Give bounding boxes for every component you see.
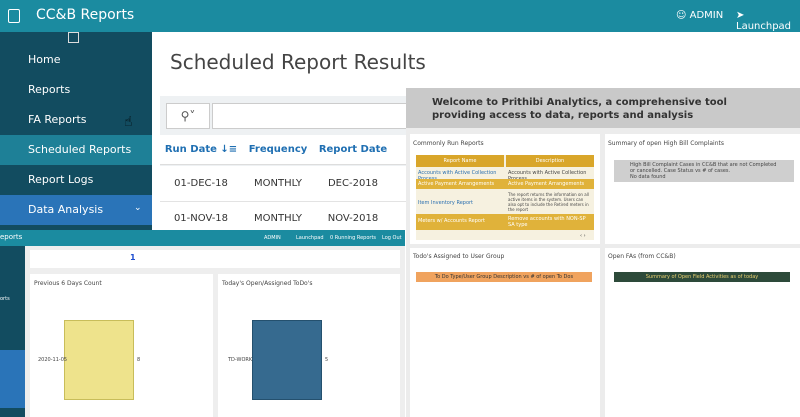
app-title: CC&B Reports [36,7,135,23]
cell: DEC-2018 [327,178,379,189]
search-button[interactable]: ⚲˅ [166,103,210,129]
report-link[interactable]: Meters w/ Accounts Report [418,218,485,224]
count-box [30,250,400,268]
top-link[interactable]: Log Out [382,235,402,241]
cell: MONTHLY [254,178,302,189]
top-link[interactable]: ADMIN [264,235,281,241]
bar-label: TD-WORK [228,357,253,363]
info-box: High Bill Complaint Cases in CC&B that a… [614,160,794,182]
row-divider [160,201,410,202]
panel-title: Today's Open/Assigned ToDo's [222,280,313,287]
bar [64,320,134,400]
cell: MONTHLY [254,213,302,224]
panel-title: Todo's Assigned to User Group [413,253,505,260]
panel-title: Summary of open High Bill Complaints [608,140,725,147]
table-header [160,135,410,165]
nav-item[interactable]: Report Logs [28,173,94,186]
info-text: High Bill Complaint Cases in CC&B that a… [630,162,777,174]
pager[interactable]: ‹ › [580,233,586,239]
cell: 01-NOV-18 [173,213,229,224]
collapse-toggle[interactable] [68,32,79,43]
bar [252,320,322,400]
menu-icon[interactable] [8,9,20,23]
column-label: Run Date [164,144,217,155]
nav-item[interactable]: Reports [28,83,71,96]
cell: Active Payment Arrangements [508,181,585,187]
cell: The report returns the information on al… [508,192,589,212]
count: 1 [130,253,136,262]
cursor: ☝ [124,114,133,130]
cell: Remove accounts with NON-SP SA type [508,216,586,228]
nav-item[interactable]: Home [28,53,61,66]
top-link[interactable]: Launchpad [296,235,324,241]
user: ADMIN [689,10,724,21]
chevron: ⌄ [134,203,142,213]
search-input[interactable] [212,103,410,129]
report-link[interactable]: Item Inventory Report [418,200,474,206]
sidebar-submenu [0,350,25,408]
dashboard-brand: eports [0,233,23,241]
dashboard-top-bar [0,230,405,246]
panel-title: Commonly Run Reports [413,140,484,147]
column-header[interactable]: Report Date [318,144,388,155]
panel-title: Open FAs (from CC&B) [608,253,676,260]
report-link[interactable]: Active Payment Arrangements [418,181,495,187]
bar-label: 2020-11-05 [38,357,68,363]
row-highlight [416,179,594,189]
bar-value: 5 [325,357,329,363]
cell: 01-DEC-18 [174,178,228,189]
nav-item-active[interactable]: Scheduled Reports [0,135,152,165]
user-link[interactable]: ☺ ADMIN [676,10,724,21]
chart-header: Summary of Open Field Activities as of t… [614,272,790,282]
column-header[interactable]: Run Date ↓≡ [164,144,238,155]
empty-text: No data found [630,174,666,180]
launchpad-link[interactable]: ➤ Launchpad [736,10,792,32]
cell: NOV-2018 [327,213,379,224]
welcome-text: Welcome to Prithibi Analytics, a compreh… [432,97,727,121]
th: Description [506,155,594,167]
row-highlight [416,214,594,230]
welcome-band [406,88,800,128]
panel [605,134,800,244]
page-title: Scheduled Report Results [170,50,426,74]
nav-item-expanded[interactable]: Data Analysis [0,195,152,225]
panel-title: Previous 6 Days Count [34,280,102,287]
chart-header: To Do Type/User Group Description vs # o… [416,272,592,282]
th: Report Name [416,155,504,167]
sidebar-item[interactable]: orts [0,296,10,302]
column-header[interactable]: Frequency [248,144,308,155]
top-bar [0,0,800,32]
bar-value: 8 [137,357,141,363]
top-link[interactable]: 0 Running Reports [330,235,377,241]
launchpad: Launchpad [736,21,792,32]
nav-item[interactable]: FA Reports [28,113,87,126]
